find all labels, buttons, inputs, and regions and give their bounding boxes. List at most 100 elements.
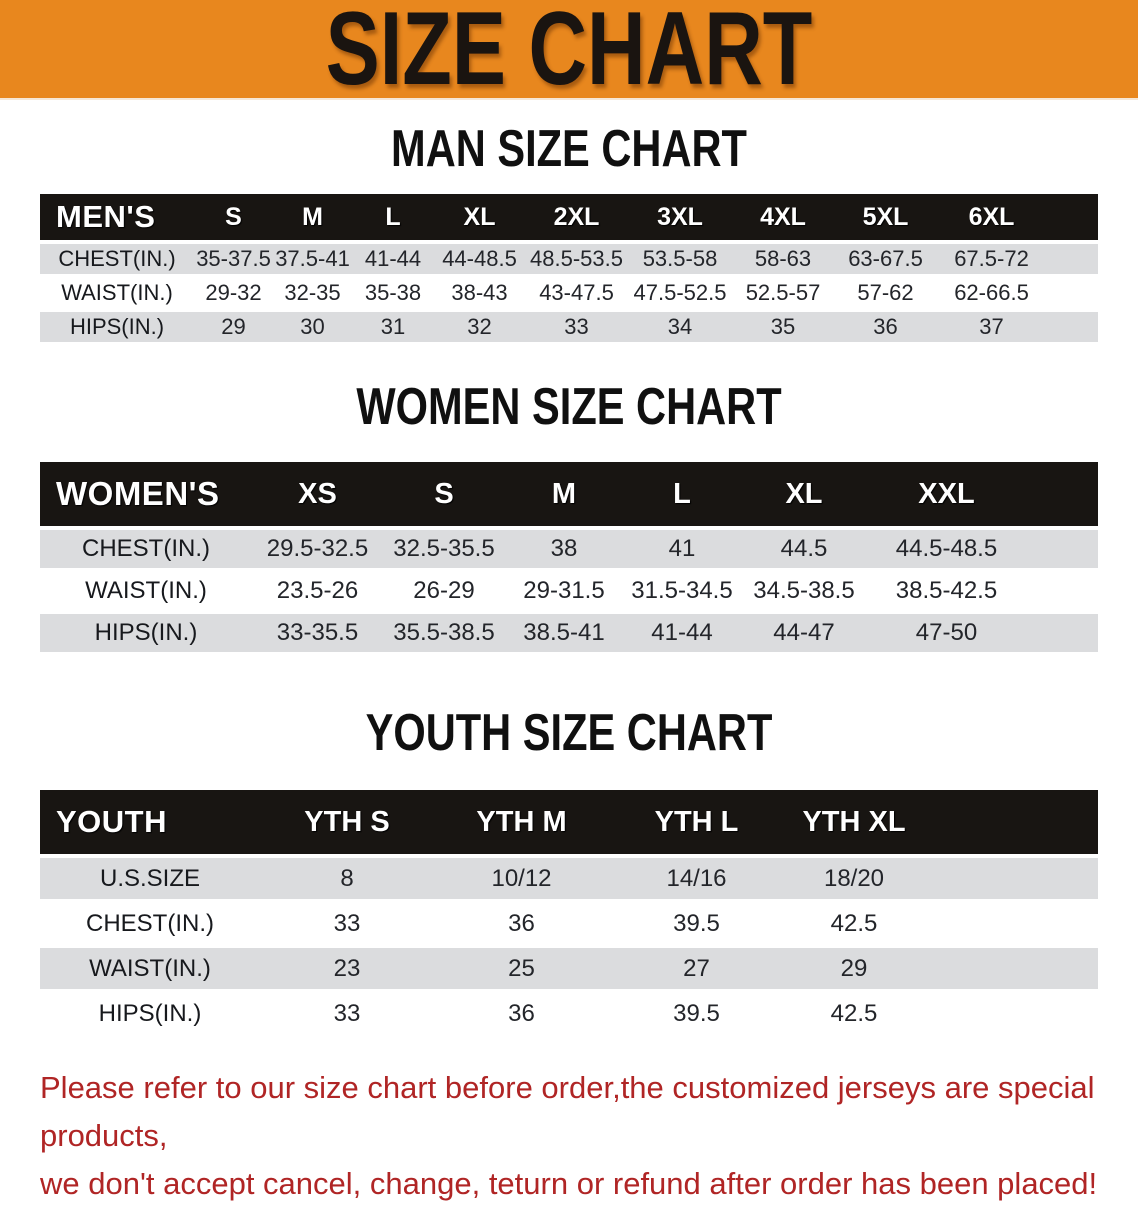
size-value: 33-35.5 xyxy=(252,614,383,652)
size-value: 38-43 xyxy=(434,278,525,308)
row-label: WAIST(IN.) xyxy=(40,572,252,610)
size-value: 41-44 xyxy=(352,244,434,274)
size-value: 23.5-26 xyxy=(252,572,383,610)
men-waist-row: WAIST(IN.) 29-32 32-35 35-38 38-43 43-47… xyxy=(40,278,1098,308)
size-value: 29-32 xyxy=(194,278,273,308)
men-header-row: MEN'S S M L XL 2XL 3XL 4XL 5XL 6XL xyxy=(40,194,1098,240)
size-value: 53.5-58 xyxy=(628,244,732,274)
size-value: 39.5 xyxy=(609,903,784,944)
youth-chest-row: CHEST(IN.) 33 36 39.5 42.5 xyxy=(40,903,1098,944)
youth-size-table: YOUTH YTH S YTH M YTH L YTH XL U.S.SIZE … xyxy=(40,786,1098,1038)
women-hips-row: HIPS(IN.) 33-35.5 35.5-38.5 38.5-41 41-4… xyxy=(40,614,1098,652)
women-header-row: WOMEN'S XS S M L XL XXL xyxy=(40,462,1098,526)
row-label: WAIST(IN.) xyxy=(40,278,194,308)
size-value: 8 xyxy=(260,858,434,899)
size-value: 31.5-34.5 xyxy=(623,572,741,610)
size-value: 23 xyxy=(260,948,434,989)
size-value: 37.5-41 xyxy=(273,244,352,274)
size-value: 35.5-38.5 xyxy=(383,614,505,652)
size-value: 10/12 xyxy=(434,858,609,899)
men-col-header: 5XL xyxy=(834,194,937,240)
women-col-header: M xyxy=(505,462,623,526)
disclaimer-line-1: Please refer to our size chart before or… xyxy=(40,1070,1095,1153)
disclaimer-line-2: we don't accept cancel, change, teturn o… xyxy=(40,1166,1098,1201)
women-section-heading: WOMEN SIZE CHART xyxy=(356,378,782,436)
youth-col-header: YTH M xyxy=(434,790,609,854)
youth-waist-row: WAIST(IN.) 23 25 27 29 xyxy=(40,948,1098,989)
size-value: 38.5-42.5 xyxy=(867,572,1098,610)
row-label: HIPS(IN.) xyxy=(40,614,252,652)
size-value: 30 xyxy=(273,312,352,342)
size-value: 29 xyxy=(194,312,273,342)
women-col-header: XL xyxy=(741,462,867,526)
size-value: 34 xyxy=(628,312,732,342)
size-value: 37 xyxy=(937,312,1098,342)
men-col-header: M xyxy=(273,194,352,240)
youth-col-header: YTH S xyxy=(260,790,434,854)
size-value: 67.5-72 xyxy=(937,244,1098,274)
men-col-header: S xyxy=(194,194,273,240)
women-col-header: S xyxy=(383,462,505,526)
size-value: 44.5 xyxy=(741,530,867,568)
men-col-header: L xyxy=(352,194,434,240)
youth-header-row: YOUTH YTH S YTH M YTH L YTH XL xyxy=(40,790,1098,854)
women-col-header: XXL xyxy=(867,462,1098,526)
size-value: 33 xyxy=(525,312,628,342)
size-value: 38.5-41 xyxy=(505,614,623,652)
size-value: 57-62 xyxy=(834,278,937,308)
women-size-table: WOMEN'S XS S M L XL XXL CHEST(IN.) 29.5-… xyxy=(40,458,1098,656)
size-value: 25 xyxy=(434,948,609,989)
size-value: 52.5-57 xyxy=(732,278,834,308)
size-value: 35-37.5 xyxy=(194,244,273,274)
size-value: 63-67.5 xyxy=(834,244,937,274)
size-value: 36 xyxy=(434,903,609,944)
size-value: 44-48.5 xyxy=(434,244,525,274)
youth-hips-row: HIPS(IN.) 33 36 39.5 42.5 xyxy=(40,993,1098,1034)
youth-col-header: YTH L xyxy=(609,790,784,854)
men-col-header: 6XL xyxy=(937,194,1098,240)
size-value: 43-47.5 xyxy=(525,278,628,308)
banner: SIZE CHART xyxy=(0,0,1138,101)
size-value: 29-31.5 xyxy=(505,572,623,610)
size-value: 32.5-35.5 xyxy=(383,530,505,568)
size-value: 62-66.5 xyxy=(937,278,1098,308)
size-value: 32 xyxy=(434,312,525,342)
size-value: 31 xyxy=(352,312,434,342)
women-col-header: L xyxy=(623,462,741,526)
women-waist-row: WAIST(IN.) 23.5-26 26-29 29-31.5 31.5-34… xyxy=(40,572,1098,610)
men-table-label: MEN'S xyxy=(40,194,194,240)
men-size-table: MEN'S S M L XL 2XL 3XL 4XL 5XL 6XL CHEST… xyxy=(40,190,1098,346)
size-value: 41-44 xyxy=(623,614,741,652)
size-value: 42.5 xyxy=(784,903,1098,944)
size-value: 36 xyxy=(434,993,609,1034)
size-value: 35-38 xyxy=(352,278,434,308)
size-value: 36 xyxy=(834,312,937,342)
size-value: 44-47 xyxy=(741,614,867,652)
size-value: 32-35 xyxy=(273,278,352,308)
size-value: 27 xyxy=(609,948,784,989)
size-value: 18/20 xyxy=(784,858,1098,899)
size-value: 34.5-38.5 xyxy=(741,572,867,610)
size-value: 33 xyxy=(260,993,434,1034)
men-col-header: XL xyxy=(434,194,525,240)
size-value: 26-29 xyxy=(383,572,505,610)
size-value: 14/16 xyxy=(609,858,784,899)
size-value: 42.5 xyxy=(784,993,1098,1034)
row-label: CHEST(IN.) xyxy=(40,530,252,568)
row-label: U.S.SIZE xyxy=(40,858,260,899)
size-value: 33 xyxy=(260,903,434,944)
men-col-header: 4XL xyxy=(732,194,834,240)
row-label: CHEST(IN.) xyxy=(40,903,260,944)
men-col-header: 2XL xyxy=(525,194,628,240)
men-chest-row: CHEST(IN.) 35-37.5 37.5-41 41-44 44-48.5… xyxy=(40,244,1098,274)
size-value: 44.5-48.5 xyxy=(867,530,1098,568)
men-col-header: 3XL xyxy=(628,194,732,240)
size-value: 35 xyxy=(732,312,834,342)
youth-col-header: YTH XL xyxy=(784,790,1098,854)
row-label: CHEST(IN.) xyxy=(40,244,194,274)
size-value: 47.5-52.5 xyxy=(628,278,732,308)
size-value: 39.5 xyxy=(609,993,784,1034)
size-value: 47-50 xyxy=(867,614,1098,652)
size-value: 38 xyxy=(505,530,623,568)
youth-ussize-row: U.S.SIZE 8 10/12 14/16 18/20 xyxy=(40,858,1098,899)
